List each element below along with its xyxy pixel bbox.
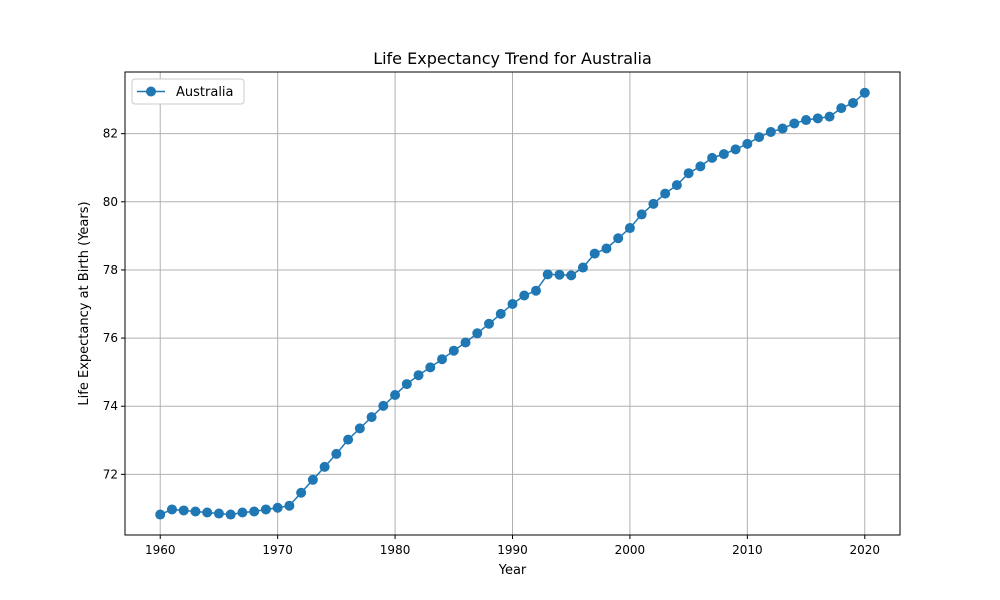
data-point <box>448 345 459 356</box>
x-tick-label: 1960 <box>145 543 176 557</box>
data-point <box>530 285 541 296</box>
data-point <box>354 423 365 434</box>
data-point <box>554 269 565 280</box>
x-tick-label: 1970 <box>262 543 293 557</box>
y-tick-label: 76 <box>103 331 118 345</box>
data-point <box>707 152 718 163</box>
legend-box <box>131 78 245 105</box>
data-point <box>472 328 483 339</box>
data-point <box>190 506 201 517</box>
y-tick-label: 80 <box>103 195 118 209</box>
chart-title: Life Expectancy Trend for Australia <box>373 49 652 68</box>
data-point <box>495 308 506 319</box>
data-point <box>284 500 295 511</box>
x-axis-label: Year <box>498 563 527 578</box>
series-layer <box>155 87 870 520</box>
legend-marker-icon <box>146 86 156 97</box>
data-point <box>566 270 577 281</box>
data-point <box>307 474 318 485</box>
x-tick-label: 2020 <box>849 543 880 557</box>
data-point <box>671 180 682 191</box>
y-tick-label: 74 <box>103 399 118 413</box>
data-point <box>319 461 330 472</box>
data-point <box>202 507 213 518</box>
y-tick-label: 72 <box>103 467 118 481</box>
data-point <box>660 188 671 199</box>
data-point <box>178 505 189 516</box>
data-point <box>718 149 729 160</box>
data-point <box>425 362 436 373</box>
y-axis-label: Life Expectancy at Birth (Years) <box>77 201 92 405</box>
data-point <box>636 209 647 220</box>
data-point <box>577 262 588 273</box>
data-point <box>378 400 389 411</box>
data-point <box>601 243 612 254</box>
x-tick-label: 1980 <box>380 543 411 557</box>
data-point <box>613 233 624 244</box>
y-axis-ticks: 72 74 76 78 80 82 <box>103 127 125 481</box>
data-point <box>237 507 248 518</box>
data-point <box>789 118 800 129</box>
data-point <box>260 504 271 515</box>
data-point <box>272 502 283 513</box>
data-point <box>730 144 741 155</box>
x-axis-ticks: 1960 1970 1980 1990 2000 2010 2020 <box>145 535 880 557</box>
data-point <box>542 269 553 280</box>
data-point <box>589 248 600 259</box>
data-point <box>765 126 776 137</box>
data-point <box>624 223 635 234</box>
data-point <box>366 412 377 423</box>
data-point <box>812 113 823 124</box>
data-point <box>648 198 659 209</box>
data-point <box>801 115 812 126</box>
data-point <box>519 290 530 301</box>
data-point <box>848 98 859 108</box>
data-point <box>437 354 448 365</box>
data-point <box>249 506 260 517</box>
data-point <box>460 337 471 348</box>
y-tick-label: 82 <box>103 127 118 141</box>
legend-label: Australia <box>176 85 234 100</box>
x-tick-label: 2000 <box>615 543 646 557</box>
y-tick-label: 78 <box>103 263 118 277</box>
data-point <box>213 508 224 519</box>
data-point <box>225 509 236 520</box>
data-point <box>859 87 870 98</box>
data-point <box>331 448 342 459</box>
x-tick-label: 1990 <box>497 543 528 557</box>
data-point <box>824 111 835 122</box>
data-point <box>695 161 706 172</box>
legend: Australia <box>131 78 245 105</box>
data-point <box>401 379 412 390</box>
data-point <box>390 389 401 400</box>
data-point <box>742 138 753 149</box>
data-point <box>484 318 495 329</box>
data-point <box>754 132 765 143</box>
data-point <box>296 487 307 498</box>
data-point <box>166 504 177 515</box>
data-point <box>413 370 424 381</box>
data-point <box>507 299 518 310</box>
data-point <box>836 103 847 114</box>
data-point <box>155 509 166 520</box>
data-point <box>683 168 694 179</box>
data-point <box>777 123 788 134</box>
data-point <box>343 434 354 445</box>
x-tick-label: 2010 <box>732 543 763 557</box>
